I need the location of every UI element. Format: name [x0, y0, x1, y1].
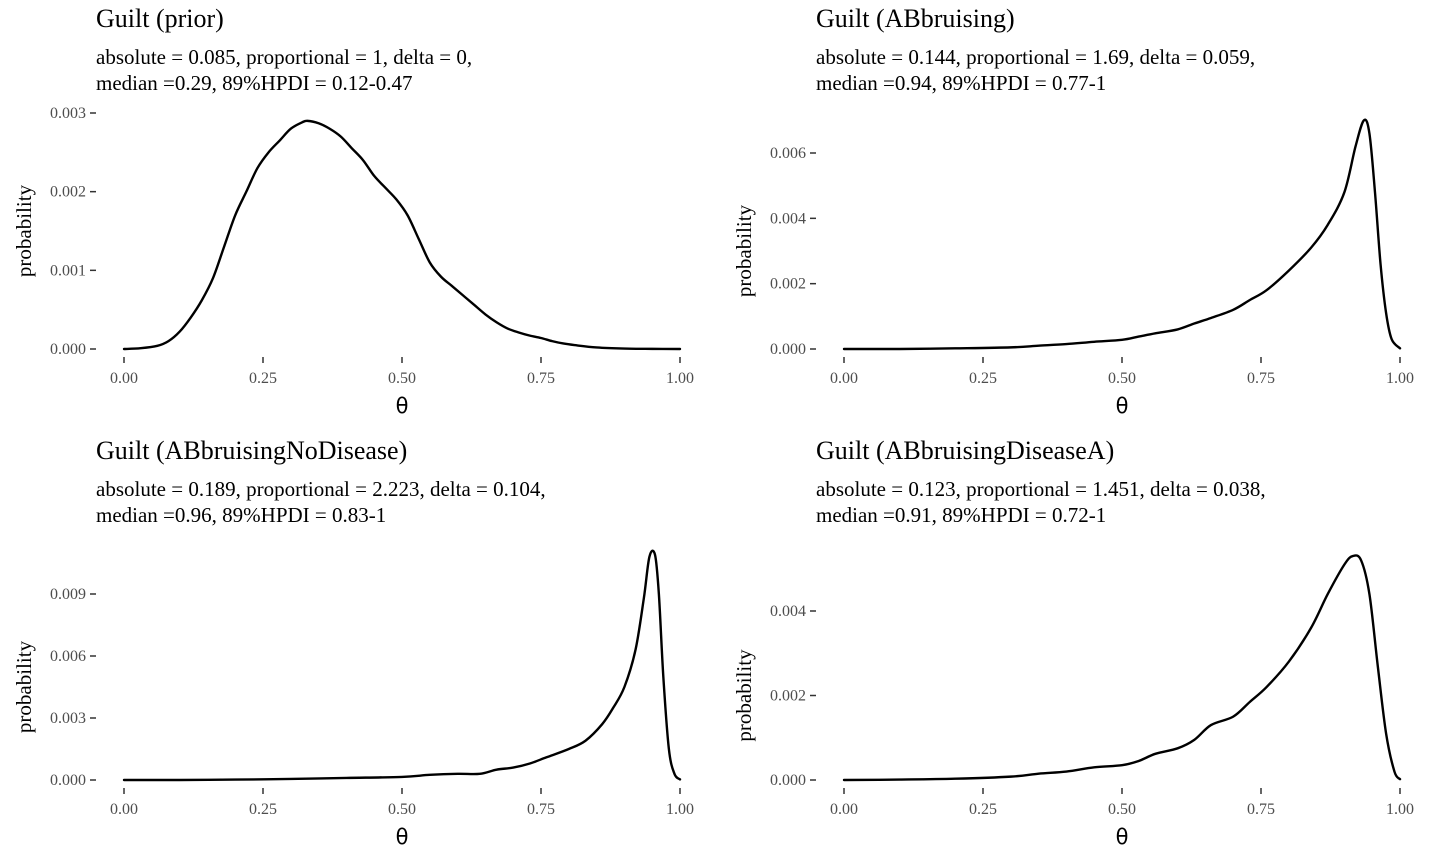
density-curve	[122, 119, 682, 351]
panel-abbruising-disease-a: Guilt (ABbruisingDiseaseA) absolute = 0.…	[720, 432, 1440, 864]
y-tick-label: 0.003	[50, 105, 86, 122]
x-axis-title: θ	[396, 394, 409, 418]
y-tick-label: 0.000	[770, 772, 806, 789]
y-tick-label: 0.001	[50, 262, 86, 279]
panel-subtitle: absolute = 0.085, proportional = 1, delt…	[96, 44, 472, 96]
panel-title: Guilt (ABbruisingDiseaseA)	[816, 436, 1115, 465]
x-axis-title: θ	[1116, 825, 1129, 849]
panel-abbruising: Guilt (ABbruising) absolute = 0.144, pro…	[720, 0, 1440, 432]
panel-title: Guilt (prior)	[96, 4, 224, 33]
y-tick-label: 0.004	[770, 210, 806, 227]
y-tick-label: 0.006	[770, 145, 806, 162]
x-tick-label: 0.75	[527, 370, 555, 387]
density-curve	[842, 118, 1402, 351]
y-tick-label: 0.003	[50, 710, 86, 727]
subtitle-line-2: median =0.96, 89%HPDI = 0.83-1	[96, 503, 387, 527]
x-tick-label: 1.00	[666, 370, 694, 387]
x-tick-label: 0.75	[1247, 801, 1275, 818]
panel-prior: Guilt (prior) absolute = 0.085, proporti…	[0, 0, 720, 432]
x-tick-label: 0.50	[388, 370, 416, 387]
y-tick-label: 0.000	[50, 341, 86, 358]
subtitle-line-2: median =0.29, 89%HPDI = 0.12-0.47	[96, 71, 413, 95]
x-tick-label: 0.50	[1108, 370, 1136, 387]
x-tick-label: 0.75	[527, 801, 555, 818]
panel-title: Guilt (ABbruising)	[816, 4, 1015, 33]
density-plot-abbruising-no-disease: 0.000 0.003 0.006 0.009 0.00 0.25 0.50 0.75 1.00…	[12, 549, 694, 849]
x-tick-label: 1.00	[1386, 801, 1414, 818]
x-axis-title: θ	[1116, 394, 1129, 418]
x-tick-label: 0.50	[1108, 801, 1136, 818]
x-tick-label: 0.00	[830, 801, 858, 818]
y-tick-label: 0.002	[770, 688, 806, 705]
subtitle-line-2: median =0.94, 89%HPDI = 0.77-1	[816, 71, 1107, 95]
x-tick-label: 0.75	[1247, 370, 1275, 387]
subtitle-line-1: absolute = 0.123, proportional = 1.451, …	[816, 477, 1266, 501]
y-tick-label: 0.000	[770, 341, 806, 358]
x-axis-title: θ	[396, 825, 409, 849]
panel-subtitle: absolute = 0.189, proportional = 2.223, …	[96, 476, 546, 528]
x-tick-label: 0.25	[249, 801, 277, 818]
y-tick-label: 0.004	[770, 603, 806, 620]
x-tick-label: 0.00	[110, 370, 138, 387]
x-tick-label: 0.50	[388, 801, 416, 818]
density-plot-abbruising-disease-a: 0.000 0.002 0.004 0.00 0.25 0.50 0.75 1.00 θ prob…	[732, 554, 1414, 849]
panel-subtitle: absolute = 0.144, proportional = 1.69, d…	[816, 44, 1255, 96]
y-axis-title: probability	[732, 204, 756, 297]
panel-abbruising-no-disease: Guilt (ABbruisingNoDisease) absolute = 0…	[0, 432, 720, 864]
y-tick-label: 0.002	[770, 276, 806, 293]
subtitle-line-2: median =0.91, 89%HPDI = 0.72-1	[816, 503, 1107, 527]
x-tick-label: 0.25	[969, 801, 997, 818]
density-curve	[122, 549, 682, 782]
y-tick-label: 0.002	[50, 184, 86, 201]
y-axis-title: probability	[12, 640, 36, 733]
panel-title: Guilt (ABbruisingNoDisease)	[96, 436, 408, 465]
y-tick-label: 0.006	[50, 648, 86, 665]
density-curve	[842, 554, 1402, 782]
x-tick-label: 1.00	[1386, 370, 1414, 387]
x-tick-label: 0.00	[830, 370, 858, 387]
x-tick-label: 0.25	[249, 370, 277, 387]
x-tick-label: 0.25	[969, 370, 997, 387]
y-axis-title: probability	[12, 184, 36, 277]
x-tick-label: 1.00	[666, 801, 694, 818]
x-tick-label: 0.00	[110, 801, 138, 818]
density-plot-abbruising: 0.000 0.002 0.004 0.006 0.00 0.25 0.50 0.75 1.00…	[732, 118, 1414, 418]
subtitle-line-1: absolute = 0.144, proportional = 1.69, d…	[816, 45, 1256, 69]
y-tick-label: 0.009	[50, 586, 86, 603]
panel-subtitle: absolute = 0.123, proportional = 1.451, …	[816, 476, 1266, 528]
y-axis-title: probability	[732, 649, 756, 742]
density-plot-prior: 0.000 0.001 0.002 0.003 0.00 0.25 0.50 0.75 1.00…	[12, 105, 694, 418]
subtitle-line-1: absolute = 0.085, proportional = 1, delt…	[96, 45, 473, 69]
y-tick-label: 0.000	[50, 772, 86, 789]
subtitle-line-1: absolute = 0.189, proportional = 2.223, …	[96, 477, 546, 501]
